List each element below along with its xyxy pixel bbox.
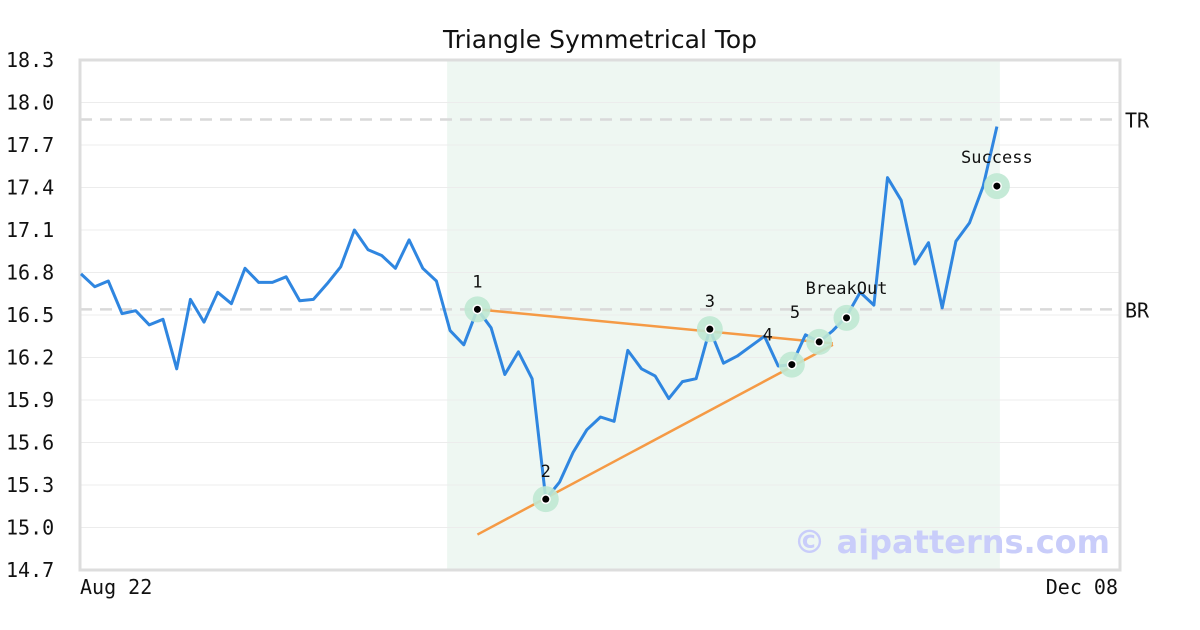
pattern-point-success: [993, 182, 1001, 190]
x-tick-label-start: Aug 22: [80, 575, 152, 599]
pattern-point-4: [788, 361, 796, 369]
y-tick-label: 17.7: [6, 133, 54, 157]
pattern-point-label-breakout: BreakOut: [806, 279, 888, 299]
grid: [80, 59, 1120, 571]
trendline: [477, 308, 833, 345]
y-tick-label: 16.5: [6, 303, 54, 327]
watermark: © aipatterns.com: [793, 523, 1110, 561]
pattern-point-label-3: 3: [705, 292, 715, 312]
pattern-point-label-4: 4: [763, 326, 773, 346]
pattern-point-5: [815, 338, 823, 346]
y-tick-label: 17.4: [6, 176, 54, 200]
y-tick-label: 17.1: [6, 218, 54, 242]
pattern-point-label-5: 5: [790, 303, 800, 323]
y-tick-label: 18.0: [6, 91, 54, 115]
y-tick-label: 15.9: [6, 388, 54, 412]
plot-frame: [78, 58, 1122, 572]
y-tick-label: 16.8: [6, 261, 54, 285]
y-tick-label: 15.6: [6, 431, 54, 455]
x-tick-label-end: Dec 08: [1046, 575, 1118, 599]
y-axis: 18.3 18.0 17.7 17.4 17.1 16.8 16.5 16.2 15.9 15.6…: [6, 48, 54, 582]
pattern-point-breakout: [843, 314, 851, 322]
pattern-points: 1 2 3 45 BreakOut Success: [464, 148, 1033, 513]
pattern-point-label-1: 1: [472, 272, 482, 292]
pattern-point-3: [706, 325, 714, 333]
pattern-point-1: [473, 305, 481, 313]
levels: TR BR: [80, 109, 1150, 322]
level-label-tr: TR: [1125, 109, 1150, 133]
pattern-point-label-success: Success: [961, 148, 1033, 168]
y-tick-label: 14.7: [6, 558, 54, 582]
pattern-point-label-2: 2: [541, 462, 551, 482]
level-label-br: BR: [1125, 298, 1150, 322]
chart-title: Triangle Symmetrical Top: [442, 25, 757, 54]
y-tick-label: 16.2: [6, 346, 54, 370]
y-tick-label: 15.3: [6, 473, 54, 497]
y-tick-label: 18.3: [6, 48, 54, 72]
y-tick-label: 15.0: [6, 516, 54, 540]
pattern-point-2: [542, 495, 550, 503]
